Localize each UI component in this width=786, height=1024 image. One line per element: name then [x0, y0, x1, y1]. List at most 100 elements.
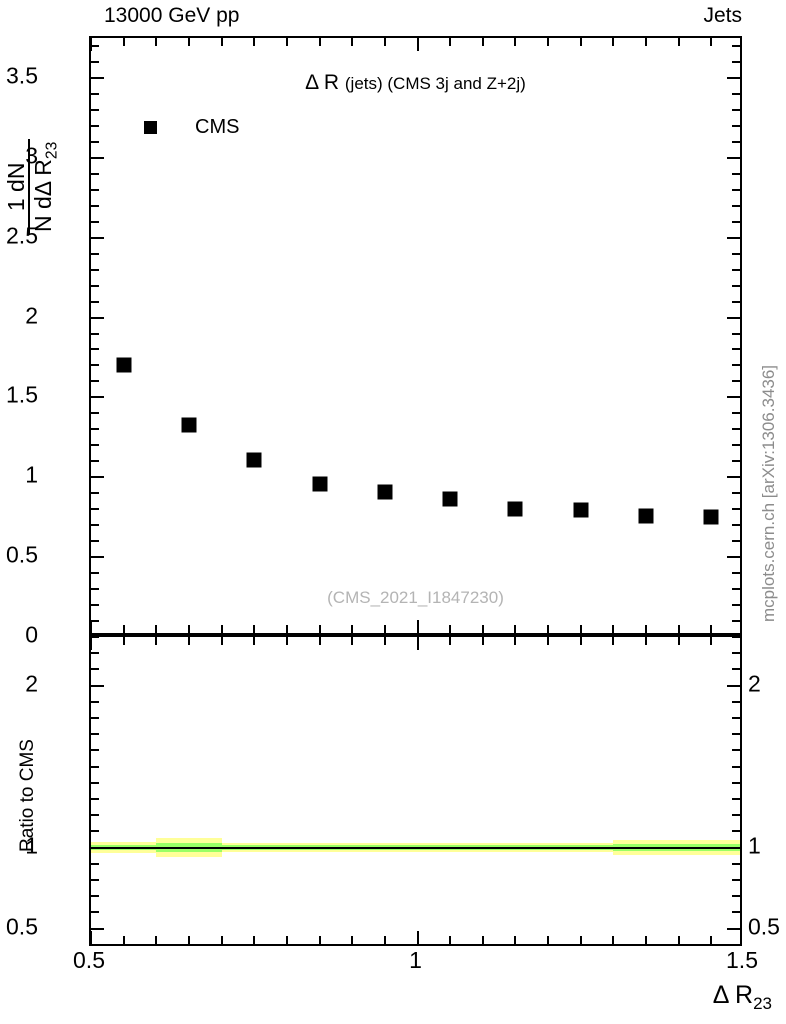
ratio-x-tick-minor-top: [318, 637, 321, 645]
x-tick-minor: [187, 625, 190, 633]
data-point: [573, 502, 589, 518]
y-tick-minor: [91, 92, 99, 95]
x-tick-minor: [579, 625, 582, 633]
ratio-y-tick-minor: [91, 830, 99, 833]
y-tick-minor: [91, 620, 99, 623]
y-tick-minor: [91, 124, 99, 127]
y-tick-minor: [91, 428, 99, 431]
y-tick-major-right: [727, 156, 740, 159]
ratio-x-tick-minor-top: [351, 637, 354, 645]
ratio-y-tick-minor: [91, 878, 99, 881]
ratio-x-tick-minor-top: [645, 637, 648, 645]
ratio-y-tick-label-right: 1: [748, 832, 761, 859]
y-tick-minor-right: [732, 44, 740, 47]
ratio-x-tick-minor: [122, 936, 125, 944]
ratio-x-tick-minor: [579, 936, 582, 944]
y-tick-minor: [91, 284, 99, 287]
ratio-x-tick-minor: [220, 936, 223, 944]
y-tick-minor-right: [732, 380, 740, 383]
ratio-y-tick-minor-right: [732, 814, 740, 817]
y-tick-major-right: [727, 476, 740, 479]
ratio-x-tick-minor: [547, 936, 550, 944]
ratio-x-tick-minor-top: [220, 637, 223, 645]
data-point: [246, 452, 262, 468]
y-tick-label: 2: [25, 302, 38, 329]
y-tick-minor-right: [732, 92, 740, 95]
y-tick-minor: [91, 300, 99, 303]
y-tick-minor: [91, 604, 99, 607]
ratio-y-tick-minor: [91, 895, 99, 898]
y-tick-minor: [91, 508, 99, 511]
y-tick-minor-right: [732, 428, 740, 431]
analysis-id-watermark: (CMS_2021_I1847230): [327, 588, 504, 607]
data-point: [312, 476, 328, 492]
y-tick-minor: [91, 380, 99, 383]
ratio-y-tick-minor: [91, 637, 99, 638]
header-beam-energy: 13000 GeV pp: [104, 4, 240, 27]
y-tick-minor-right: [732, 300, 740, 303]
y-tick-minor-right: [732, 172, 740, 175]
y-tick-minor-right: [732, 588, 740, 591]
x-tick-minor: [220, 625, 223, 633]
x-tick-major-top: [416, 38, 419, 51]
ratio-x-tick-minor: [285, 936, 288, 944]
x-tick-minor-top: [253, 38, 256, 46]
plot-title: Δ R (jets) (CMS 3j and Z+2j): [305, 71, 526, 94]
ratio-y-tick-minor-right: [732, 700, 740, 703]
x-tick-minor-top: [449, 38, 452, 46]
ratio-y-tick-minor: [91, 797, 99, 800]
y-tick-minor-right: [732, 540, 740, 543]
y-tick-major-right: [727, 236, 740, 239]
ratio-y-tick-minor-right: [732, 668, 740, 671]
ratio-y-tick-minor-right: [732, 862, 740, 865]
y-tick-major: [91, 76, 104, 79]
x-tick-minor-top: [351, 38, 354, 46]
y-tick-minor-right: [732, 124, 740, 127]
ratio-y-tick-minor-right: [732, 652, 740, 655]
y-tick-minor: [91, 444, 99, 447]
ratio-y-tick-label-left: 1: [25, 832, 38, 859]
y-tick-minor-right: [732, 60, 740, 63]
x-tick-minor-top: [318, 38, 321, 46]
x-tick-minor: [122, 625, 125, 633]
y-tick-major: [91, 476, 104, 479]
y-tick-minor: [91, 204, 99, 207]
ratio-y-tick-minor: [91, 765, 99, 768]
ratio-x-tick-minor: [645, 936, 648, 944]
x-tick-minor: [318, 625, 321, 633]
y-tick-label: 0.5: [6, 541, 38, 568]
ratio-x-tick-minor-top: [579, 637, 582, 645]
x-tick-minor: [645, 625, 648, 633]
y-tick-minor: [91, 220, 99, 223]
ratio-y-tick-minor-right: [732, 797, 740, 800]
y-tick-minor: [91, 172, 99, 175]
ratio-y-tick-minor: [91, 814, 99, 817]
y-tick-minor: [91, 108, 99, 111]
x-tick-minor-top: [677, 38, 680, 46]
ratio-y-tick-minor: [91, 749, 99, 752]
y-tick-minor-right: [732, 252, 740, 255]
ratio-y-tick-major: [91, 927, 104, 930]
ratio-y-tick-minor-right: [732, 830, 740, 833]
ratio-y-tick-minor-right: [732, 716, 740, 719]
x-tick-minor: [612, 625, 615, 633]
x-tick-label: 1.5: [726, 947, 758, 973]
ratio-y-tick-minor: [91, 700, 99, 703]
y-tick-minor: [91, 140, 99, 143]
legend-label-cms: CMS: [195, 116, 240, 138]
x-axis-title: Δ R23: [712, 981, 772, 1013]
y-tick-label: 0: [25, 621, 38, 648]
y-tick-minor: [91, 412, 99, 415]
ratio-y-tick-minor-right: [732, 781, 740, 784]
ratio-y-tick-major-right: [727, 684, 740, 687]
ratio-x-tick-minor: [612, 936, 615, 944]
ratio-x-tick-major: [91, 931, 92, 944]
main-plot-panel: Δ R (jets) (CMS 3j and Z+2j) (CMS_2021_I…: [89, 36, 742, 635]
x-tick-minor-top: [122, 38, 125, 46]
ratio-x-tick-major-top: [416, 637, 419, 650]
y-tick-minor-right: [732, 108, 740, 111]
x-tick-minor-top: [285, 38, 288, 46]
y-tick-minor-right: [732, 444, 740, 447]
ratio-y-tick-label-right: 2: [748, 670, 761, 697]
y-tick-minor: [91, 268, 99, 271]
